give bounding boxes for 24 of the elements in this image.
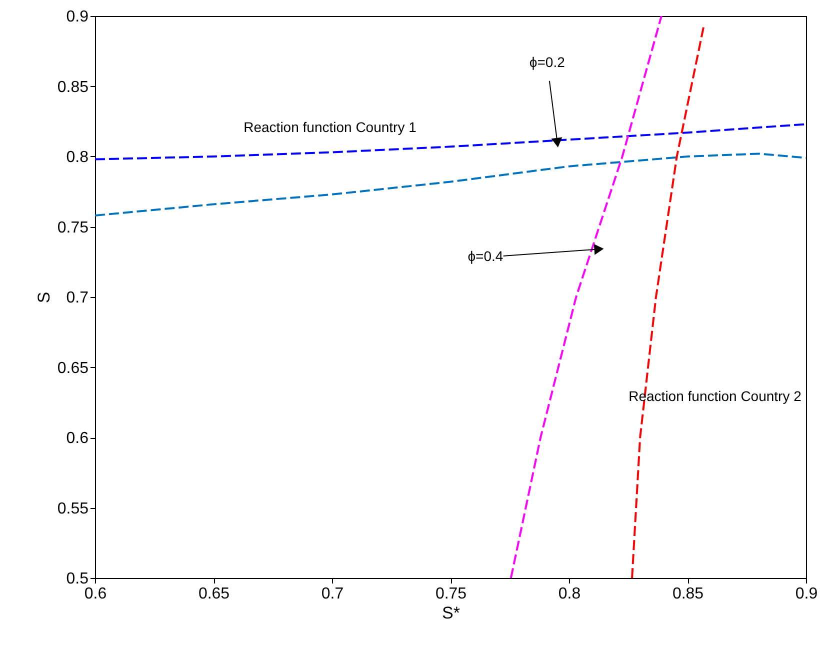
x-tick-label: 0.8 — [558, 586, 581, 602]
x-tick-label: 0.75 — [435, 586, 467, 602]
x-tick-label: 0.9 — [795, 586, 818, 602]
y-tick-label: 0.6 — [66, 430, 89, 447]
x-axis-title: S* — [442, 604, 460, 622]
y-axis-title: S — [34, 292, 54, 304]
y-tick-label: 0.55 — [57, 500, 89, 518]
x-tick-label: 0.7 — [321, 586, 344, 602]
y-tick-label: 0.5 — [66, 570, 89, 588]
annotation: Reaction function Country 1 — [244, 119, 417, 135]
line-series — [95, 152, 806, 217]
y-tick-label: 0.9 — [66, 8, 89, 26]
annotation: ϕ=0.4 — [468, 248, 504, 264]
x-tick-label: 0.6 — [84, 586, 107, 602]
y-tick-label: 0.65 — [57, 360, 89, 377]
line-series — [95, 123, 806, 160]
x-tick-label: 0.85 — [672, 586, 704, 602]
y-tick-label: 0.75 — [57, 219, 89, 236]
y-tick-label: 0.7 — [66, 290, 89, 306]
y-tick-label: 0.8 — [66, 149, 89, 166]
y-tick-label: 0.85 — [57, 78, 89, 96]
annotation: Reaction function Country 2 — [628, 388, 802, 404]
x-tick-label: 0.65 — [198, 586, 230, 602]
annotation: ϕ=0.2 — [529, 54, 566, 70]
